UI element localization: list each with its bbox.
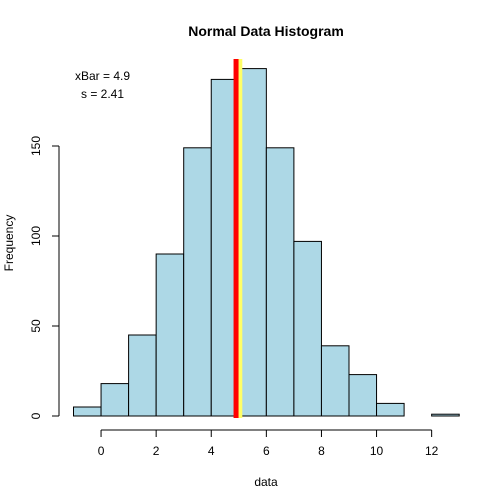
histogram-bar <box>100 383 130 417</box>
annotation-sd: s = 2.41 <box>81 87 124 101</box>
bars-group <box>73 68 460 417</box>
y-tick-label: 0 <box>29 412 43 419</box>
y-axis: 0 50 100 150 <box>29 136 60 419</box>
chart-title: Normal Data Histogram <box>188 23 344 39</box>
y-tick-label: 100 <box>29 226 43 246</box>
x-tick-label: 0 <box>98 444 105 458</box>
reference-lines <box>233 59 243 418</box>
annotation-mean: xBar = 4.9 <box>75 69 130 83</box>
x-tick-label: 8 <box>318 444 325 458</box>
y-tick-label: 50 <box>29 319 43 333</box>
x-tick-label: 12 <box>425 444 439 458</box>
histogram-bar <box>320 345 350 417</box>
x-tick-label: 2 <box>153 444 160 458</box>
histogram-bar <box>155 253 185 417</box>
histogram-bar <box>73 406 102 417</box>
x-tick-label: 6 <box>263 444 270 458</box>
x-tick-label: 4 <box>208 444 215 458</box>
histogram-bar <box>238 68 267 417</box>
y-tick-label: 150 <box>29 136 43 156</box>
histogram-bar <box>183 147 212 417</box>
histogram-bar <box>376 402 405 417</box>
x-axis: 0 2 4 6 8 10 12 <box>98 429 439 458</box>
x-tick-label: 10 <box>370 444 384 458</box>
histogram-bar <box>265 147 295 417</box>
histogram-bar <box>293 240 322 417</box>
y-axis-label: Frequency <box>2 215 16 272</box>
histogram-bar <box>348 374 378 417</box>
histogram-bar <box>128 334 157 417</box>
histogram-bar <box>431 413 460 417</box>
x-axis-label: data <box>254 475 278 489</box>
